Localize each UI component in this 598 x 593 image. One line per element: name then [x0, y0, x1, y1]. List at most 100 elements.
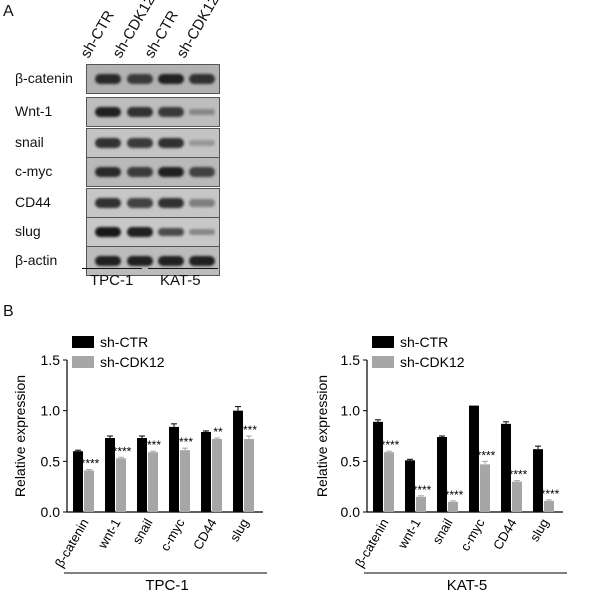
chart-group-title: KAT-5 — [447, 577, 488, 593]
blot-band — [158, 138, 184, 148]
significance-label: *** — [243, 423, 257, 437]
blot-band — [95, 73, 121, 85]
blot-band — [189, 167, 215, 177]
significance-label: ** — [213, 425, 223, 439]
bar — [148, 452, 158, 512]
blot-band — [95, 106, 121, 118]
bar — [469, 405, 479, 512]
y-axis-label: Relative expression — [314, 375, 330, 497]
blot-band — [189, 255, 215, 267]
bar — [448, 501, 458, 512]
blot-band — [127, 167, 153, 177]
protein-label: β-catenin — [15, 70, 73, 86]
significance-label: **** — [113, 444, 132, 458]
blot-band — [127, 74, 153, 84]
blot-band — [95, 255, 121, 267]
blot-strip — [86, 157, 220, 187]
protein-label: slug — [15, 223, 41, 239]
bar — [501, 423, 511, 512]
blot-band — [158, 73, 184, 85]
protein-label: β-actin — [15, 252, 58, 268]
blot-band — [189, 108, 215, 116]
x-tick-label: slug — [527, 516, 552, 544]
bar — [201, 431, 211, 512]
blot-strip — [86, 246, 220, 276]
x-tick-label: snail — [429, 516, 455, 547]
blot-strip — [86, 97, 220, 127]
legend-label: sh-CDK12 — [100, 354, 165, 370]
bar — [544, 500, 554, 512]
bar — [73, 451, 83, 512]
protein-label: Wnt-1 — [15, 103, 53, 119]
x-tick-label: c-myc — [457, 516, 488, 554]
blot-strip — [86, 217, 220, 247]
legend-swatch — [72, 336, 94, 348]
protein-label: snail — [15, 134, 44, 150]
blot-band — [95, 226, 121, 238]
blot-band — [127, 255, 153, 267]
bar — [384, 452, 394, 512]
bar — [533, 449, 543, 512]
legend-swatch — [372, 356, 394, 368]
blot-band — [95, 198, 121, 208]
x-tick-label: wnt-1 — [94, 516, 123, 552]
significance-label: **** — [477, 448, 496, 462]
blot-band — [127, 138, 153, 148]
blot-band — [127, 226, 153, 238]
y-tick-label: 0.0 — [341, 504, 361, 520]
bar — [416, 496, 426, 512]
panel-b-letter: B — [3, 303, 14, 320]
blot-band — [189, 74, 215, 84]
bar — [437, 437, 447, 512]
bar-chart-tpc1: 0.0 0.5 1.0 1.5 Relative expression **** β-cat… — [12, 334, 267, 593]
significance-label: **** — [381, 438, 400, 452]
blot-band — [158, 227, 184, 237]
bar — [244, 439, 254, 512]
bar — [373, 421, 383, 512]
bar — [233, 410, 243, 512]
blot-band — [95, 166, 121, 178]
x-tick-label: CD44 — [490, 516, 520, 552]
y-tick-label: 1.5 — [41, 352, 61, 368]
blot-band — [158, 166, 184, 178]
significance-label: **** — [413, 483, 432, 497]
significance-label: **** — [81, 456, 100, 470]
significance-label: *** — [179, 435, 193, 449]
y-tick-label: 1.0 — [341, 403, 361, 419]
group-label-kat5: KAT-5 — [160, 272, 201, 289]
group-label-tpc1: TPC-1 — [90, 272, 134, 289]
bar-chart-kat5: 0.0 0.5 1.0 1.5 Relative expression **** β-cat… — [314, 334, 567, 593]
bar — [180, 450, 190, 512]
legend-label: sh-CTR — [400, 334, 448, 350]
blot-band — [189, 199, 215, 207]
blot-strip — [86, 188, 220, 218]
lane-label: sh-CDK12 — [173, 0, 223, 61]
y-tick-label: 1.5 — [341, 352, 361, 368]
protein-label: CD44 — [15, 194, 51, 210]
bar — [212, 439, 222, 512]
bar — [84, 470, 94, 512]
bar — [169, 426, 179, 512]
y-tick-label: 0.0 — [41, 504, 61, 520]
protein-label: c-myc — [15, 163, 53, 179]
legend-swatch — [372, 336, 394, 348]
blot-band — [189, 228, 215, 236]
blot-strip — [86, 128, 220, 158]
y-tick-label: 0.5 — [341, 453, 361, 469]
significance-label: *** — [147, 438, 161, 452]
bar — [137, 438, 147, 512]
x-tick-label: CD44 — [190, 516, 220, 552]
blot-band — [158, 198, 184, 208]
blot-strip — [86, 64, 220, 94]
bar — [105, 438, 115, 512]
x-tick-label: β-catenin — [52, 516, 92, 570]
bar — [512, 481, 522, 512]
y-axis-label: Relative expression — [12, 375, 28, 497]
y-tick-label: 0.5 — [41, 453, 61, 469]
bar — [480, 464, 490, 512]
significance-label: **** — [509, 468, 528, 482]
x-tick-label: c-myc — [157, 516, 188, 554]
legend-swatch — [72, 356, 94, 368]
blot-band — [189, 139, 215, 147]
panel-a-letter: A — [3, 3, 14, 20]
